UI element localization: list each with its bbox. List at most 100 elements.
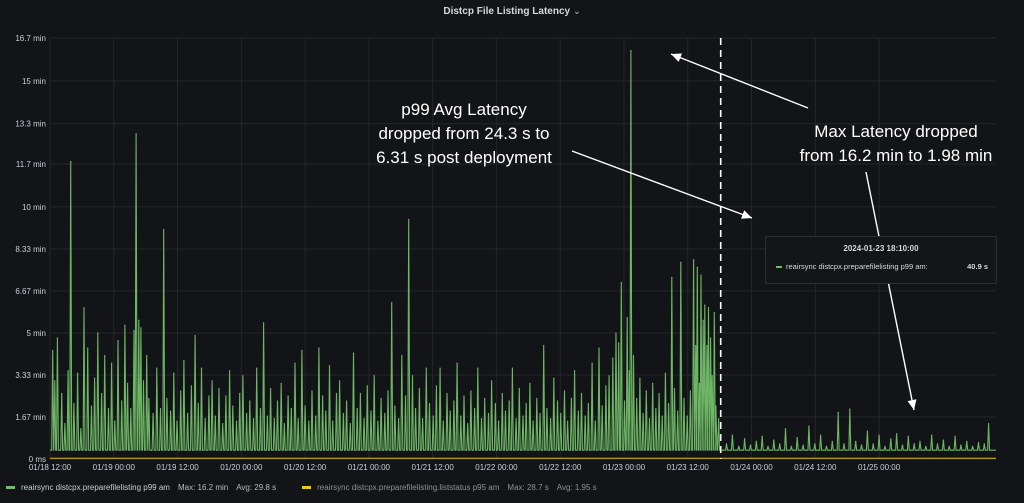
series-point <box>645 390 647 392</box>
series-point <box>142 380 145 382</box>
series-point <box>394 405 396 407</box>
series-point <box>442 420 444 422</box>
panel-title[interactable]: Distcp File Listing Latency ⌄ <box>0 6 1024 17</box>
series-point <box>318 347 320 349</box>
series-point <box>532 420 534 422</box>
legend-avg-p99: Avg: 29.8 s <box>236 483 277 492</box>
series-point <box>56 337 59 339</box>
series-point <box>170 410 172 412</box>
chevron-down-icon[interactable]: ⌄ <box>573 6 581 16</box>
x-tick-label: 01/24 12:00 <box>794 463 837 472</box>
legend-item-p99[interactable]: reairsync distcpx.preparefilelisting p99… <box>6 483 276 492</box>
series-point <box>159 407 162 410</box>
legend-label-p99: reairsync distcpx.preparefilelisting p99… <box>21 483 170 492</box>
series-point <box>525 402 527 405</box>
series-point <box>570 397 572 400</box>
series-point <box>70 160 72 163</box>
series-point <box>124 324 126 326</box>
series-point <box>652 382 654 384</box>
series-point <box>100 392 103 395</box>
series-point <box>710 337 712 339</box>
series-point <box>180 390 182 392</box>
series-point <box>246 413 248 415</box>
series-point <box>744 438 746 440</box>
series-point <box>377 420 379 422</box>
series-point <box>301 349 303 352</box>
series-point <box>363 418 365 420</box>
y-tick-label: 1.67 min <box>15 413 46 422</box>
series-point <box>689 390 692 392</box>
series-point <box>913 443 915 445</box>
series-point <box>983 443 985 445</box>
series-point <box>671 276 673 279</box>
series-point <box>256 367 258 369</box>
series-point <box>896 433 898 435</box>
series-point <box>432 415 434 417</box>
series-point <box>711 375 713 377</box>
series-point <box>133 329 135 332</box>
series-point <box>628 370 630 372</box>
legend-item-p95[interactable]: reairsync distcpx.preparefilelisting.lis… <box>302 483 597 492</box>
series-point <box>325 410 327 412</box>
series-point <box>661 415 663 417</box>
series-point <box>563 390 566 392</box>
series-point <box>636 397 638 400</box>
series-point <box>52 349 54 352</box>
series-point <box>731 434 733 436</box>
series-point <box>717 418 720 420</box>
series-point <box>707 307 710 309</box>
series-point <box>322 395 324 397</box>
series-point <box>290 407 292 410</box>
series-point <box>370 410 372 412</box>
series-point <box>349 423 351 425</box>
series-point <box>87 347 89 349</box>
series-point <box>130 407 132 410</box>
series-point <box>855 440 857 442</box>
series-point <box>339 380 341 382</box>
series-point <box>591 362 593 364</box>
series-point <box>686 415 688 417</box>
arrow-to-post-max-head <box>907 399 917 410</box>
series-point <box>315 415 317 417</box>
series-point <box>166 397 168 400</box>
series-point <box>232 405 234 407</box>
y-tick-label: 15 min <box>22 77 46 86</box>
series-point <box>972 445 974 447</box>
x-tick-label: 01/18 12:00 <box>29 463 72 472</box>
series-point <box>428 402 431 405</box>
series-point <box>700 274 702 276</box>
y-tick-label: 5 min <box>26 329 46 338</box>
series-point <box>342 413 344 415</box>
series-point <box>259 407 262 410</box>
series-point <box>173 372 175 374</box>
series-point <box>623 400 626 402</box>
series-point <box>398 418 400 420</box>
series-point <box>140 327 142 329</box>
series-point <box>508 400 510 402</box>
series-point <box>200 367 203 369</box>
series-point <box>942 439 944 441</box>
series-point <box>484 397 486 400</box>
x-tick-label: 01/22 00:00 <box>475 463 518 472</box>
series-point <box>639 377 641 379</box>
series-point <box>773 439 775 441</box>
series-point <box>673 387 676 390</box>
x-tick-label: 01/22 12:00 <box>539 463 582 472</box>
arrow-to-post-max <box>865 171 917 411</box>
series-point <box>796 436 798 439</box>
series-point <box>467 423 469 425</box>
legend-max-p95: Max: 28.7 s <box>507 483 549 492</box>
series-point <box>304 405 306 407</box>
series-point <box>497 420 500 422</box>
series-point <box>890 438 892 440</box>
series-point <box>954 435 956 437</box>
series-point <box>725 443 728 445</box>
series-point <box>779 443 781 445</box>
series-point <box>138 319 140 321</box>
tooltip-series-swatch <box>776 265 782 268</box>
series-point <box>97 332 99 334</box>
series-point <box>605 385 607 387</box>
series-point <box>543 344 545 347</box>
series-point <box>601 405 603 407</box>
